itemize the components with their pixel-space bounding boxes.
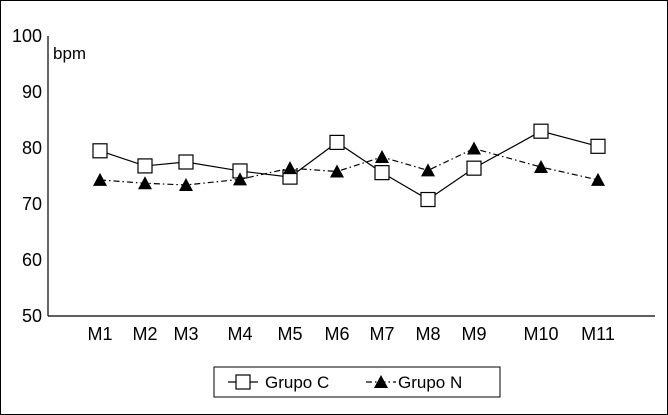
axes [47,36,655,317]
y-tick-label-80: 80 [22,138,42,158]
y-tick-label-50: 50 [22,306,42,326]
legend: Grupo C Grupo N [213,366,501,398]
x-tick-label-m5: M5 [277,324,302,344]
filled-triangle-icon [374,375,388,388]
data-point-grupo-n-m8 [421,163,435,177]
data-point-grupo-n-m3 [179,177,193,191]
data-point-grupo-n-m11 [591,172,605,186]
data-point-grupo-c-m11 [590,138,606,154]
y-unit-label: bpm [53,44,86,63]
series-line-grupo-n [99,147,599,186]
y-tick-label-70: 70 [22,194,42,214]
series-grupo-n [93,141,605,191]
data-point-grupo-c-m6 [329,134,345,150]
data-point-grupo-c-m10 [533,123,549,139]
x-tick-label-m2: M2 [132,324,157,344]
data-point-grupo-n-m5 [283,161,297,175]
data-point-grupo-c-m8 [420,191,436,208]
legend-label-grupo-n: Grupo N [398,373,462,392]
legend-label-grupo-c: Grupo C [265,373,329,392]
x-tick-label-m9: M9 [461,324,486,344]
legend-entry-grupo-n: Grupo N [366,373,462,392]
x-tick-label-m6: M6 [324,324,349,344]
y-tick-labels: 50 60 70 80 90 100 [12,26,42,326]
y-tick-label-60: 60 [22,250,42,270]
y-tick-label-100: 100 [12,26,42,46]
data-point-grupo-c-m1 [92,143,108,159]
data-point-grupo-n-m6 [330,164,344,178]
data-point-grupo-n-m1 [93,172,107,186]
x-tick-label-m11: M11 [581,324,615,344]
x-tick-label-m4: M4 [227,324,252,344]
data-point-grupo-n-m2 [138,176,152,190]
x-tick-label-m8: M8 [415,324,440,344]
data-point-grupo-n-m10 [534,160,548,174]
data-point-grupo-n-m9 [467,141,481,155]
data-point-grupo-c-m9 [466,160,482,176]
x-tick-labels: M1 M2 M3 M4 M5 M6 M7 M8 M9 M10 M11 [87,324,614,344]
data-point-grupo-c-m2 [137,158,153,174]
data-point-grupo-c-m7 [374,165,390,181]
legend-entry-grupo-c: Grupo C [228,373,329,392]
series-layer [92,123,606,208]
y-tick-label-90: 90 [22,82,42,102]
open-square-icon [235,374,251,390]
x-tick-label-m1: M1 [87,324,112,344]
series-line-grupo-c [99,130,599,201]
x-tick-label-m10: M10 [523,324,558,344]
series-grupo-c [92,123,606,208]
data-point-grupo-n-m7 [375,149,389,163]
data-point-grupo-c-m3 [178,154,194,170]
x-tick-label-m3: M3 [173,324,198,344]
data-point-grupo-n-m4 [233,172,247,186]
legend-box [213,366,501,398]
x-tick-label-m7: M7 [369,324,394,344]
